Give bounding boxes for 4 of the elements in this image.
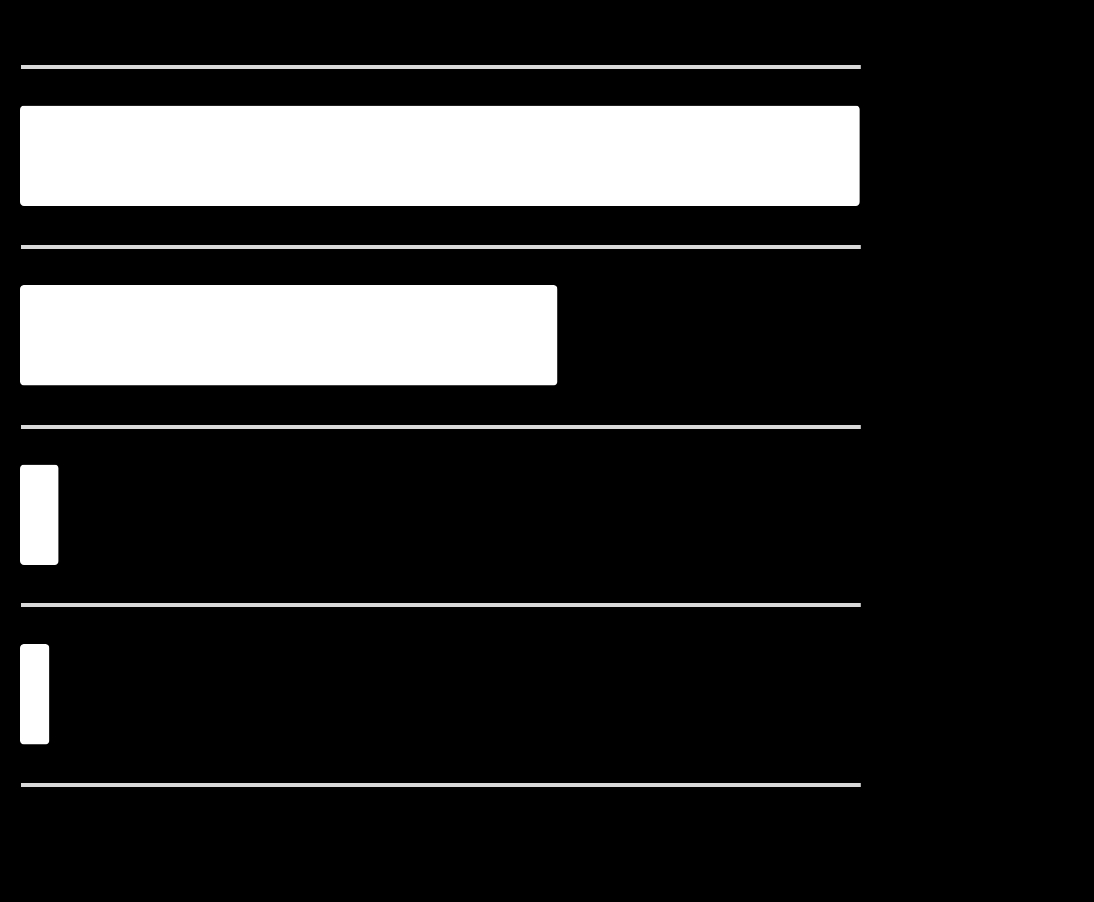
bar: [20, 105, 860, 207]
bar: [20, 464, 59, 566]
bar: [20, 284, 558, 386]
bar: [20, 643, 50, 745]
